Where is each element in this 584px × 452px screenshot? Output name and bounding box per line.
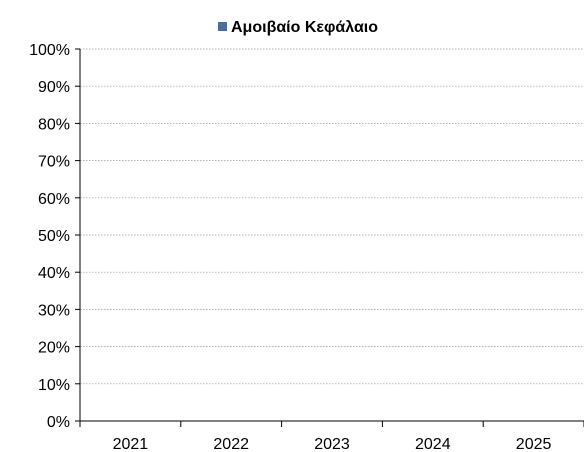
y-tick-label: 40%	[38, 265, 70, 282]
y-tick-label: 50%	[38, 228, 70, 245]
legend: Αμοιβαίο Κεφάλαιο	[218, 19, 378, 36]
x-axis: 2021 2022 2023 2024 2025	[79, 420, 584, 452]
y-tick-label: 70%	[38, 154, 70, 171]
x-tick-label: 2021	[113, 436, 149, 452]
y-axis: 0% 10% 20% 30% 40% 50% 60% 70% 80% 90% 100%	[29, 42, 81, 431]
y-tick-label: 0%	[47, 414, 70, 431]
y-tick-label: 80%	[38, 116, 70, 133]
legend-swatch	[218, 22, 227, 31]
y-tick-label: 20%	[38, 340, 70, 357]
legend-label-series-0: Αμοιβαίο Κεφάλαιο	[231, 19, 378, 36]
gridlines	[80, 48, 584, 385]
y-tick-label: 30%	[38, 302, 70, 319]
x-tick-label: 2024	[415, 436, 451, 452]
y-tick-label: 60%	[38, 191, 70, 208]
x-tick-label: 2025	[516, 436, 552, 452]
x-tick-label: 2022	[213, 436, 249, 452]
y-tick-label: 10%	[38, 377, 70, 394]
y-tick-label: 100%	[29, 42, 70, 59]
x-tick-label: 2023	[314, 436, 350, 452]
y-tick-label: 90%	[38, 79, 70, 96]
